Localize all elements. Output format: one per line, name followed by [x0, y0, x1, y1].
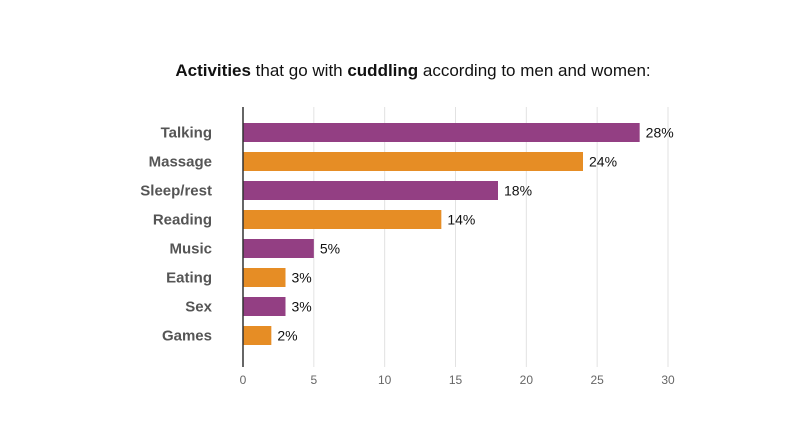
category-label: Music — [169, 241, 212, 258]
value-label: 3% — [292, 299, 312, 315]
category-labels: Talking Massage Sleep/rest Reading Music Eati… — [140, 125, 212, 345]
value-label: 18% — [504, 183, 532, 199]
bar — [243, 123, 640, 142]
bar — [243, 152, 583, 171]
x-tick-label: 20 — [520, 373, 534, 387]
value-label: 3% — [292, 270, 312, 286]
x-tick-label: 25 — [590, 373, 604, 387]
x-tick-label: 15 — [449, 373, 463, 387]
grid-lines — [313, 107, 669, 367]
bar — [243, 210, 442, 229]
chart-title: Activities that go with cuddling accordi… — [0, 61, 800, 81]
bar — [243, 268, 286, 287]
value-label: 14% — [447, 212, 475, 228]
category-label: Sex — [185, 299, 212, 316]
value-label: 2% — [277, 328, 297, 344]
value-labels: 28% 24% 18% 14% 5% 3% 3% 2% — [277, 125, 673, 344]
x-tick-label: 30 — [661, 373, 675, 387]
category-label: Sleep/rest — [140, 183, 212, 200]
title-text-1: that go with — [250, 61, 348, 80]
bar — [243, 297, 286, 316]
x-tick-label: 0 — [240, 373, 247, 387]
bar — [243, 326, 272, 345]
category-label: Talking — [161, 125, 212, 142]
category-label: Reading — [153, 212, 212, 229]
title-bold-activities: Activities — [175, 61, 251, 80]
x-tick-label: 5 — [310, 373, 317, 387]
title-bold-cuddling: cuddling — [347, 61, 419, 80]
value-label: 5% — [320, 241, 340, 257]
bar — [243, 181, 498, 200]
value-label: 24% — [589, 154, 617, 170]
x-tick-label: 10 — [378, 373, 392, 387]
bar — [243, 239, 314, 258]
category-label: Eating — [166, 270, 212, 287]
bars — [243, 123, 640, 345]
x-tick-labels: 0 5 10 15 20 25 30 — [240, 373, 675, 387]
title-text-2: according to men and women: — [418, 61, 651, 80]
category-label: Massage — [149, 154, 212, 171]
category-label: Games — [162, 328, 212, 345]
value-label: 28% — [646, 125, 674, 141]
